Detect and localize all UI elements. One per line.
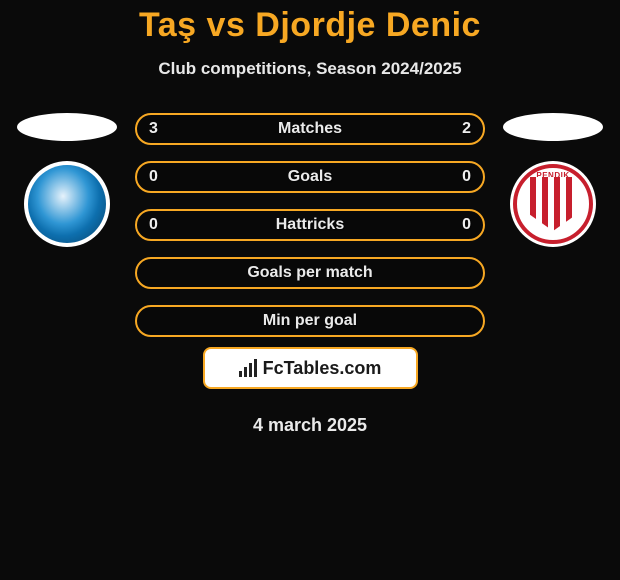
stat-label: Matches: [278, 120, 342, 138]
brand-link[interactable]: FcTables.com: [203, 347, 418, 389]
left-player-column: [17, 113, 117, 247]
stat-left-value: 0: [149, 168, 158, 186]
brand-text: FcTables.com: [263, 358, 382, 379]
stat-label: Goals per match: [247, 264, 372, 282]
stat-left-value: 3: [149, 120, 158, 138]
club-badge-left-art: [28, 165, 106, 243]
club-badge-left[interactable]: [24, 161, 110, 247]
stats-column: 3 Matches 2 0 Goals 0 0 Hattricks 0 Goal…: [135, 113, 485, 337]
comparison-card: Taş vs Djordje Denic Club competitions, …: [0, 0, 620, 436]
stat-right-value: 0: [462, 168, 471, 186]
stat-right-value: 2: [462, 120, 471, 138]
club-badge-right-art: PENDIK: [513, 164, 593, 244]
stat-row-goals: 0 Goals 0: [135, 161, 485, 193]
right-player-column: PENDIK: [503, 113, 603, 247]
stat-row-hattricks: 0 Hattricks 0: [135, 209, 485, 241]
bar-chart-icon: [239, 359, 257, 377]
player-jersey-right: [503, 113, 603, 141]
stat-left-value: 0: [149, 216, 158, 234]
stat-row-min-per-goal: Min per goal: [135, 305, 485, 337]
club-badge-right-shield: [530, 177, 576, 231]
player-jersey-left: [17, 113, 117, 141]
update-date: 4 march 2025: [0, 415, 620, 436]
club-badge-right[interactable]: PENDIK: [510, 161, 596, 247]
subtitle: Club competitions, Season 2024/2025: [0, 59, 620, 79]
stat-label: Min per goal: [263, 312, 357, 330]
stats-layout: 3 Matches 2 0 Goals 0 0 Hattricks 0 Goal…: [0, 113, 620, 337]
stat-right-value: 0: [462, 216, 471, 234]
stat-label: Hattricks: [276, 216, 344, 234]
page-title: Taş vs Djordje Denic: [0, 6, 620, 45]
stat-row-goals-per-match: Goals per match: [135, 257, 485, 289]
stat-label: Goals: [288, 168, 332, 186]
stat-row-matches: 3 Matches 2: [135, 113, 485, 145]
